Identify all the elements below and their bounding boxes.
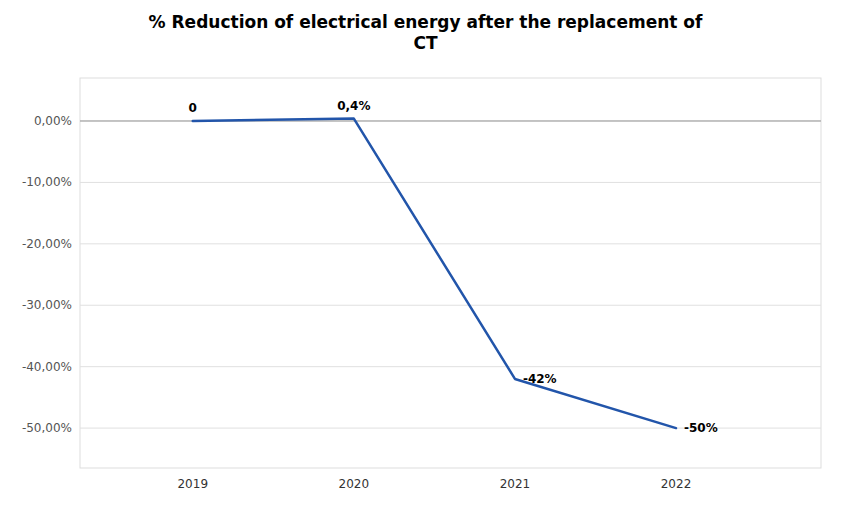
x-tick-label: 2021 [500,477,531,491]
y-tick-label: -30,00% [22,298,72,312]
data-label: 0 [189,101,197,115]
grid-line [80,366,821,367]
zero-line [80,120,821,121]
grid-line [80,182,821,183]
y-tick-label: -40,00% [22,360,72,374]
data-label: -50% [684,421,718,435]
grid-line [80,243,821,244]
y-tick-label: 0,00% [34,114,72,128]
title-line: % Reduction of electrical energy after t… [149,12,703,32]
y-tick-label: -20,00% [22,237,72,251]
grid-line [80,120,821,121]
plot-frame [80,78,821,468]
chart: % Reduction of electrical energy after t… [0,0,851,508]
data-label: 0,4% [337,99,370,113]
series [193,119,676,429]
x-tick-label: 2019 [177,477,208,491]
x-tick-label: 2022 [661,477,692,491]
grid-line [80,305,821,306]
title: % Reduction of electrical energy after t… [149,12,703,53]
line [193,119,676,429]
x-tick-label: 2020 [339,477,370,491]
y-tick-label: -50,00% [22,421,72,435]
data-label: -42% [523,372,557,386]
y-tick-label: -10,00% [22,175,72,189]
title-line: CT [413,33,437,53]
